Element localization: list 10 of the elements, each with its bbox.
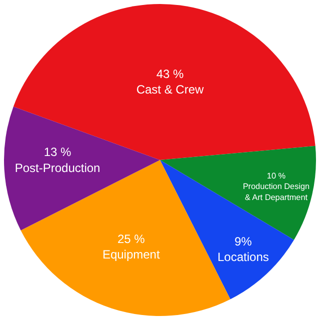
slice-label: Equipment <box>102 248 160 262</box>
data-label: 25 % <box>117 232 146 246</box>
pie-slice <box>4 106 160 230</box>
data-label: 43 % <box>156 66 184 81</box>
slice-label: Post-Production <box>14 160 100 175</box>
pie-slice <box>13 4 316 160</box>
data-label: 13 % <box>44 145 72 160</box>
slice-label: Locations <box>217 250 269 264</box>
slice-label: Cast & Crew <box>136 82 204 97</box>
data-label: 9% <box>234 234 252 248</box>
